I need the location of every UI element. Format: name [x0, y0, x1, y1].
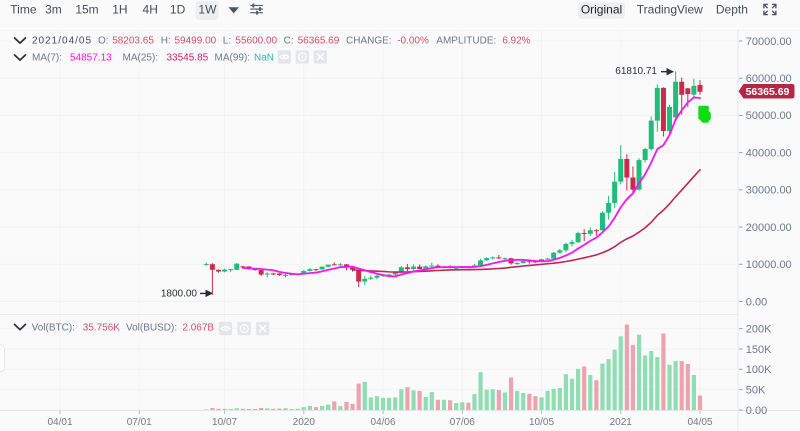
- svg-text:1H: 1H: [112, 3, 127, 17]
- svg-text:70000.00: 70000.00: [746, 36, 792, 48]
- svg-text:2021: 2021: [610, 417, 633, 428]
- svg-text:2.067B: 2.067B: [182, 323, 214, 334]
- svg-text:55600.00: 55600.00: [235, 36, 277, 47]
- svg-text:10/07: 10/07: [212, 417, 237, 428]
- svg-text:6.92%: 6.92%: [502, 36, 530, 47]
- svg-text:33545.85: 33545.85: [167, 53, 209, 64]
- svg-text:54857.13: 54857.13: [70, 53, 112, 64]
- svg-text:-0.00%: -0.00%: [397, 36, 429, 47]
- svg-text:MA(7):: MA(7):: [32, 53, 62, 64]
- svg-text:4H: 4H: [143, 3, 158, 17]
- svg-text:07/01: 07/01: [127, 417, 152, 428]
- svg-text:2020: 2020: [293, 417, 316, 428]
- svg-text:40000.00: 40000.00: [746, 147, 792, 159]
- svg-text:Depth: Depth: [716, 3, 748, 17]
- svg-text:2021/04/05: 2021/04/05: [32, 36, 92, 47]
- svg-text:15m: 15m: [75, 3, 98, 17]
- svg-text:1W: 1W: [198, 3, 217, 17]
- svg-text:04/01: 04/01: [47, 417, 72, 428]
- svg-text:O:: O:: [98, 36, 109, 47]
- svg-text:59499.00: 59499.00: [175, 36, 217, 47]
- svg-text:3m: 3m: [45, 3, 62, 17]
- svg-text:AMPLITUDE:: AMPLITUDE:: [436, 36, 496, 47]
- svg-text:0.00: 0.00: [746, 405, 767, 417]
- svg-text:60000.00: 60000.00: [746, 73, 792, 85]
- svg-text:0.00: 0.00: [746, 296, 767, 308]
- svg-text:04/05: 04/05: [687, 417, 712, 428]
- svg-text:20000.00: 20000.00: [746, 222, 792, 234]
- svg-text:100K: 100K: [746, 364, 772, 376]
- svg-text:04/06: 04/06: [371, 417, 396, 428]
- svg-text:50K: 50K: [746, 384, 766, 396]
- svg-text:58203.65: 58203.65: [112, 36, 154, 47]
- svg-text:MA(99):: MA(99):: [215, 53, 251, 64]
- svg-text:56365.69: 56365.69: [746, 86, 790, 98]
- svg-text:C:: C:: [284, 36, 294, 47]
- svg-text:35.756K: 35.756K: [83, 323, 121, 334]
- svg-text:TradingView: TradingView: [637, 3, 703, 17]
- svg-text:61810.71: 61810.71: [615, 66, 657, 77]
- svg-text:10/05: 10/05: [529, 417, 554, 428]
- svg-text:07/06: 07/06: [450, 417, 475, 428]
- svg-text:150K: 150K: [746, 344, 772, 356]
- svg-text:30000.00: 30000.00: [746, 185, 792, 197]
- svg-text:Vol(BUSD):: Vol(BUSD):: [126, 323, 177, 334]
- svg-text:H:: H:: [161, 36, 171, 47]
- svg-text:L:: L:: [223, 36, 231, 47]
- svg-text:NaN: NaN: [254, 53, 274, 64]
- svg-text:Time: Time: [10, 3, 37, 17]
- svg-text:56365.69: 56365.69: [298, 36, 340, 47]
- svg-text:Original: Original: [581, 3, 622, 17]
- svg-text:50000.00: 50000.00: [746, 110, 792, 122]
- svg-text:Vol(BTC):: Vol(BTC):: [32, 323, 75, 334]
- svg-text:1800.00: 1800.00: [161, 289, 198, 300]
- svg-text:200K: 200K: [746, 323, 772, 335]
- svg-text:1D: 1D: [170, 3, 186, 17]
- svg-text:MA(25):: MA(25):: [123, 53, 159, 64]
- svg-text:10000.00: 10000.00: [746, 259, 792, 271]
- svg-text:CHANGE:: CHANGE:: [346, 36, 392, 47]
